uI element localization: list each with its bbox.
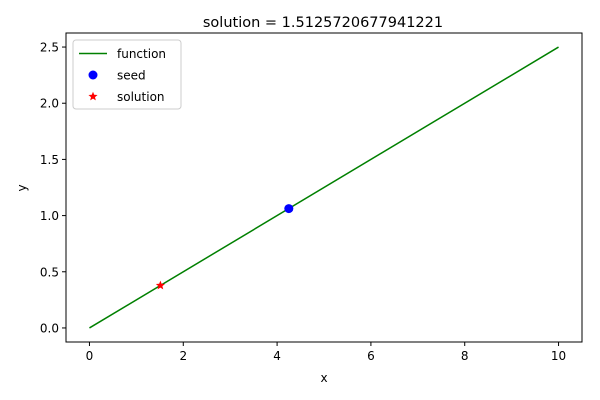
plot-frame	[65, 32, 583, 343]
plot-area	[89, 46, 559, 329]
axes-ticks: 0 2 4 6 8 10 0.0 0.5 1.0 1.5 2.0 2.5	[40, 41, 566, 363]
data-point-solution	[155, 280, 165, 290]
y-tick-label: 2.5	[40, 41, 59, 55]
legend-box	[72, 39, 182, 110]
y-tick-label: 1.5	[40, 153, 59, 167]
y-tick-label: 0.5	[40, 265, 59, 279]
x-tick-label: 8	[461, 349, 469, 363]
y-tick-label: 1.0	[40, 209, 59, 223]
x-tick-label: 4	[273, 349, 281, 363]
legend-label: solution	[117, 90, 165, 104]
x-tick-label: 2	[179, 349, 187, 363]
legend-label: function	[117, 47, 166, 61]
y-axis-label: y	[15, 184, 29, 191]
chart-title: solution = 1.5125720677941221	[203, 15, 443, 31]
legend-handle-seed	[88, 70, 98, 80]
legend-label: seed	[117, 68, 146, 82]
x-axis-label: x	[320, 371, 327, 385]
x-tick-label: 10	[551, 349, 566, 363]
x-tick-label: 6	[367, 349, 375, 363]
series-line-function	[89, 46, 559, 329]
data-point-seed	[284, 204, 294, 214]
legend-handle-solution	[88, 91, 98, 101]
y-tick-label: 0.0	[40, 321, 59, 335]
x-tick-label: 0	[86, 349, 94, 363]
legend: function seed solution	[72, 39, 182, 110]
y-tick-label: 2.0	[40, 97, 59, 111]
